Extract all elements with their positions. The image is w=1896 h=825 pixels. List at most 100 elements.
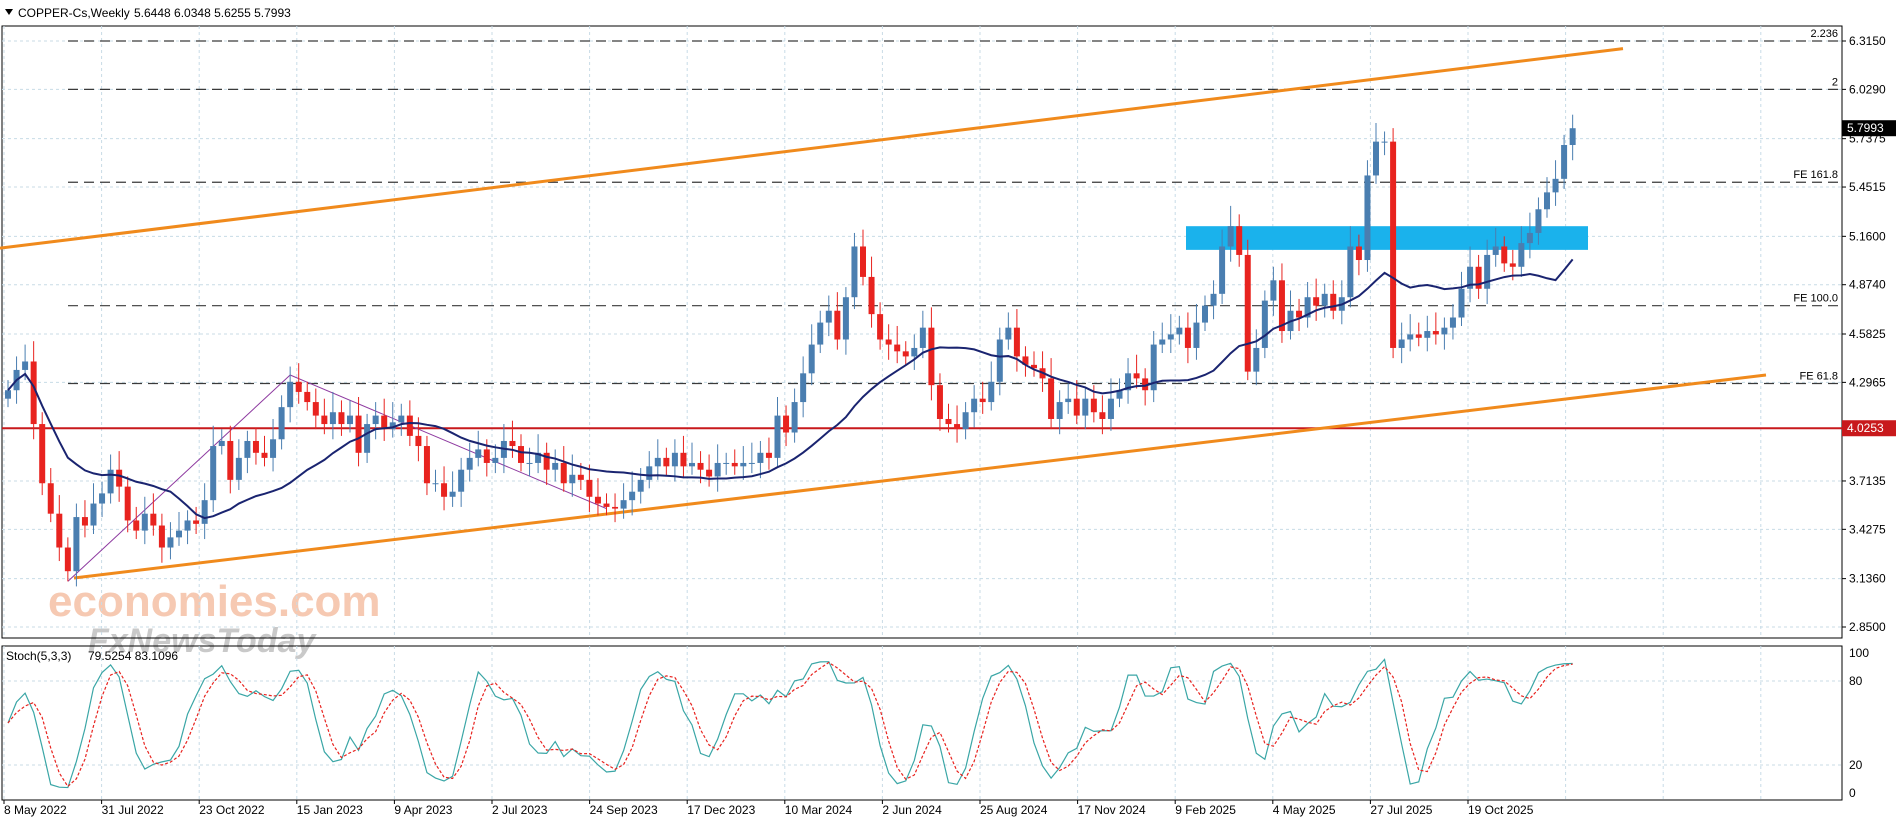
candle-body: [218, 440, 225, 447]
candle-body: [141, 513, 148, 531]
candle-body: [1142, 378, 1149, 391]
candle-body: [1133, 373, 1140, 379]
candle-body: [1518, 243, 1525, 267]
candle-body: [971, 398, 978, 413]
candle-body: [1270, 280, 1277, 301]
candle-body: [5, 390, 11, 399]
support-price-label: 4.0253: [1847, 421, 1884, 435]
candle-body: [757, 452, 764, 463]
candle-body: [1458, 288, 1465, 318]
stoch-level-label: 80: [1849, 674, 1863, 688]
candle-body: [432, 483, 439, 485]
candle-body: [663, 457, 670, 467]
watermark-economies: economies.com: [48, 577, 381, 626]
candle-body: [47, 483, 54, 514]
candle-body: [1065, 398, 1072, 403]
watermark-fxnewstoday: FxNewsToday: [88, 622, 317, 660]
grid: [1, 25, 1843, 801]
candle-body: [637, 479, 644, 492]
candle-body: [860, 246, 866, 277]
zigzag-line: [67, 374, 607, 582]
candle-body: [1415, 334, 1422, 338]
candle-body: [979, 398, 986, 403]
x-tick-label: 10 Mar 2024: [785, 803, 853, 817]
price-axis: 6.31506.02905.73755.45155.16004.87404.58…: [1842, 34, 1896, 634]
candle-body: [586, 479, 593, 497]
watermark: economies.com FxNewsToday: [48, 577, 381, 660]
candle-body: [201, 500, 208, 524]
candle-body: [569, 474, 576, 484]
candle-body: [1535, 209, 1542, 233]
candle-body: [210, 446, 217, 501]
candle-body: [851, 246, 858, 298]
candle-body: [252, 440, 259, 453]
y-tick-label: 4.5825: [1849, 327, 1886, 341]
candle-body: [133, 520, 140, 531]
candle-body: [1116, 390, 1123, 399]
candle-body: [1544, 192, 1550, 210]
x-tick-label: 2 Jul 2023: [492, 803, 548, 817]
chart-header: COPPER-Cs,Weekly 5.6448 6.0348 5.6255 5.…: [5, 6, 291, 20]
candle-body: [902, 351, 909, 357]
candle-body: [56, 513, 63, 548]
y-tick-label: 6.3150: [1849, 34, 1886, 48]
current-price-box: [1842, 120, 1896, 137]
candle-body: [364, 424, 371, 453]
candle-body: [381, 415, 388, 430]
candle-body: [620, 500, 627, 509]
candle-body: [1390, 141, 1397, 348]
moving-average-line: [7, 258, 1574, 520]
candle-body: [227, 440, 234, 480]
candle-body: [612, 506, 619, 509]
x-tick-label: 25 Aug 2024: [980, 803, 1048, 817]
candle-body: [1167, 334, 1174, 340]
fib-level-label: 2: [1832, 76, 1838, 88]
time-axis: 8 May 2022 31 Jul 2022 23 Oct 2022 15 Jan 2…: [3, 800, 1534, 817]
candle-body: [936, 385, 943, 419]
candle-body: [475, 449, 482, 458]
candle-body: [441, 483, 448, 497]
x-tick-label: 17 Dec 2023: [687, 803, 755, 817]
candle-body: [1159, 339, 1166, 345]
stoch-signal-line: [7, 661, 1573, 788]
candle-body: [518, 446, 524, 463]
candle-body: [278, 407, 285, 440]
candle-body: [723, 462, 730, 464]
candle-body: [1227, 226, 1234, 247]
current-price-label: 5.7993: [1847, 121, 1884, 135]
candle-body: [1005, 327, 1012, 340]
candle-body: [594, 496, 601, 504]
collapse-triangle-icon[interactable]: [5, 9, 13, 15]
candle-body: [808, 344, 815, 374]
candle-body: [1090, 398, 1097, 413]
stoch-level-label: 0: [1849, 786, 1856, 800]
candle-body: [184, 520, 191, 531]
x-tick-label: 8 May 2022: [4, 803, 67, 817]
candle-body: [911, 347, 918, 357]
candle-body: [1244, 254, 1251, 372]
candle-body: [731, 462, 738, 467]
lower-channel-line: [73, 373, 1767, 580]
candle-body: [885, 339, 892, 345]
x-tick-label: 19 Oct 2025: [1468, 803, 1534, 817]
candle-body: [312, 402, 319, 416]
candle-body: [791, 402, 798, 433]
y-tick-label: 6.0290: [1849, 82, 1886, 96]
candle-body: [304, 391, 311, 403]
candle-body: [338, 412, 345, 425]
candle-body: [1150, 344, 1157, 391]
upper-channel-line: [0, 47, 1624, 250]
candle-body: [988, 381, 995, 403]
candle-body: [577, 474, 584, 480]
candle-body: [689, 462, 695, 467]
candle-body: [552, 462, 559, 470]
candle-body: [287, 381, 294, 408]
candle-body: [740, 462, 747, 467]
x-tick-label: 31 Jul 2022: [102, 803, 164, 817]
candle-body: [1347, 246, 1354, 298]
x-tick-label: 23 Oct 2022: [199, 803, 265, 817]
stochastic-panel: 100 80 20 0: [2, 646, 1869, 800]
y-tick-label: 3.7135: [1849, 474, 1886, 488]
